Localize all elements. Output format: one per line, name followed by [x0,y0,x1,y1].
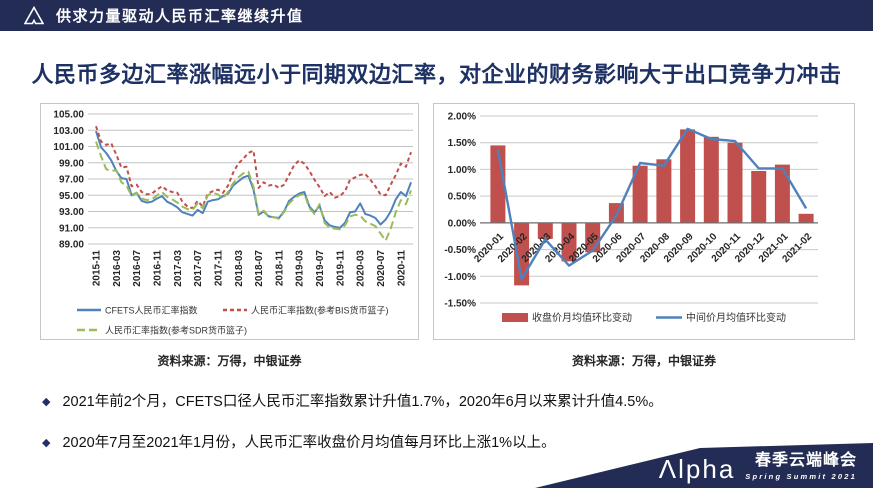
footer-logo: Λlpha 春季云端峰会 Spring Summit 2021 [658,452,857,484]
bullet-list: ◆ 2021年前2个月，CFETS口径人民币汇率指数累计升值1.7%，2020年… [42,392,842,474]
svg-text:101.00: 101.00 [53,142,84,153]
event-name-cn: 春季云端峰会 [754,452,857,469]
footer-banner: Λlpha 春季云端峰会 Spring Summit 2021 [510,436,873,488]
footer-banner-shape [535,443,873,488]
bullet-text: 2021年前2个月，CFETS口径人民币汇率指数累计升值1.7%，2020年6月… [62,394,663,410]
left-chart-source: 资料来源：万得，中银证券 [157,354,302,368]
svg-text:2015-11: 2015-11 [92,250,103,287]
svg-text:93.00: 93.00 [59,207,84,218]
svg-text:2020-11: 2020-11 [396,250,407,287]
svg-text:2019-03: 2019-03 [295,250,306,287]
right-chart-source: 资料来源：万得，中银证券 [571,354,716,368]
svg-text:2019-11: 2019-11 [335,250,346,287]
diamond-bullet-icon: ◆ [42,437,51,449]
svg-text:2017-03: 2017-03 [173,250,184,287]
svg-text:95.00: 95.00 [59,191,84,202]
svg-text:1.50%: 1.50% [448,138,476,149]
svg-text:-1.50%: -1.50% [444,299,476,310]
svg-text:CFETS人民币汇率指数: CFETS人民币汇率指数 [105,305,198,316]
left-chart-panel: 89.00 91.00 93.00 95.00 97.00 99.00 101.00 103.… [40,103,419,340]
svg-text:1.00%: 1.00% [448,165,476,176]
svg-text:2016-03: 2016-03 [112,250,123,287]
svg-text:2017-07: 2017-07 [193,250,204,287]
svg-text:2017-11: 2017-11 [213,250,224,287]
diamond-bullet-icon: ◆ [42,396,51,408]
svg-text:2016-07: 2016-07 [132,250,143,287]
svg-text:2018-11: 2018-11 [274,250,285,287]
svg-text:人民币汇率指数(参考BIS货币篮子): 人民币汇率指数(参考BIS货币篮子) [251,305,389,316]
svg-text:0.50%: 0.50% [448,192,476,203]
svg-text:2018-07: 2018-07 [254,250,265,287]
event-name: 春季云端峰会 Spring Summit 2021 [745,452,857,482]
right-chart-panel: -1.50% -1.00% -0.50% 0.00% 0.50% 1.00% 1.50% 2.… [433,103,855,340]
bullet-item: ◆ 2020年7月至2021年1月份，人民币汇率收盘价月均值每月环比上涨1%以上… [42,433,842,453]
svg-text:91.00: 91.00 [59,223,84,234]
slide-title: 人民币多边汇率涨幅远小于同期双边汇率，对企业的财务影响大于出口竞争力冲击 [31,62,842,87]
svg-text:收盘价月均值环比变动: 收盘价月均值环比变动 [532,311,632,324]
svg-text:99.00: 99.00 [59,158,84,169]
bullet-text: 2020年7月至2021年1月份，人民币汇率收盘价月均值每月环比上涨1%以上。 [62,435,556,451]
svg-text:2020-07: 2020-07 [376,250,387,287]
svg-text:中间价月均值环比变动: 中间价月均值环比变动 [686,311,786,324]
event-name-en: Spring Summit 2021 [745,472,857,481]
svg-text:-1.00%: -1.00% [444,272,476,283]
alpha-wordmark: Λlpha [658,454,736,484]
header-title: 供求力量驱动人民币汇率继续升值 [56,8,304,25]
svg-text:2.00%: 2.00% [448,112,476,123]
svg-text:103.00: 103.00 [53,126,84,137]
header-bar: 供求力量驱动人民币汇率继续升值 [0,0,873,31]
svg-text:2020-03: 2020-03 [356,250,367,287]
svg-text:105.00: 105.00 [53,110,84,121]
svg-text:人民币汇率指数(参考SDR货币篮子): 人民币汇率指数(参考SDR货币篮子) [105,325,247,336]
alpha-triangle-icon [24,6,44,25]
svg-text:2016-11: 2016-11 [153,250,164,287]
svg-text:0.00%: 0.00% [448,218,476,229]
svg-text:97.00: 97.00 [59,175,84,186]
exchange-mom-chart: -1.50% -1.00% -0.50% 0.00% 0.50% 1.00% 1.50% 2.… [434,104,854,339]
svg-text:89.00: 89.00 [59,240,84,251]
bullet-item: ◆ 2021年前2个月，CFETS口径人民币汇率指数累计升值1.7%，2020年… [42,392,842,412]
svg-text:2018-03: 2018-03 [234,250,245,287]
svg-text:-0.50%: -0.50% [444,245,476,256]
cfets-index-chart: 89.00 91.00 93.00 95.00 97.00 99.00 101.00 103.… [41,104,418,339]
svg-text:2019-07: 2019-07 [315,250,326,287]
